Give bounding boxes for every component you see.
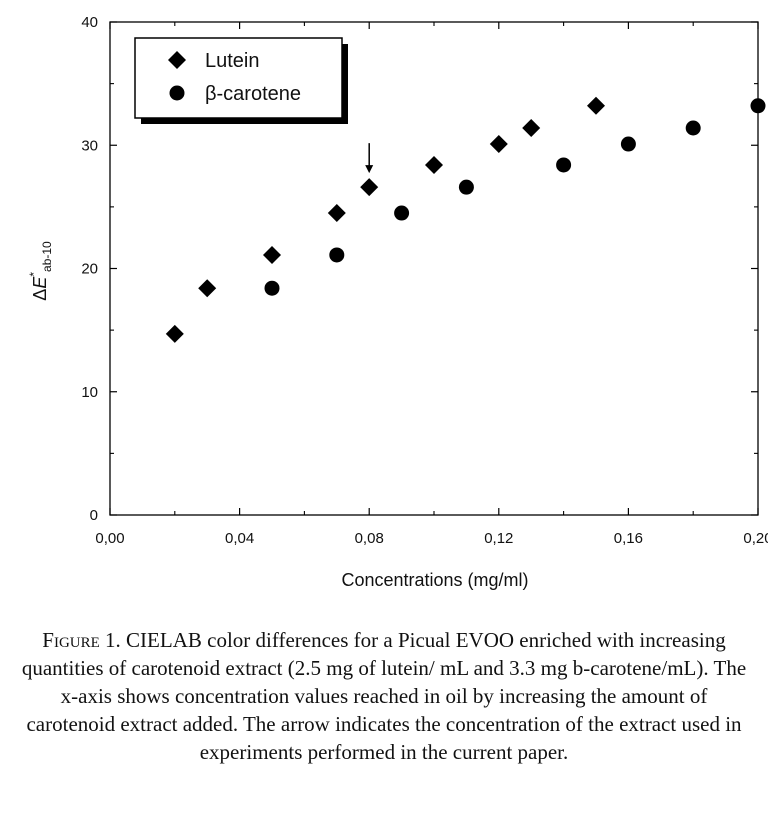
legend: Lutein β-carotene [134,37,348,124]
y-tick-label: 40 [81,14,98,31]
lutein-point [360,178,379,197]
x-tick-label: 0,08 [355,530,384,547]
data-marks [165,96,766,343]
svg-text:ΔE*ab-10: ΔE*ab-10 [27,241,54,301]
beta-carotene-point [264,280,280,296]
chart: 0,00 0,04 0,08 0,12 0,16 0,20 0 10 20 30 40 Lutein… [27,14,768,590]
y-axis-title-main: E [30,276,50,289]
legend-label: β-carotene [205,83,301,105]
beta-carotene-point [556,157,572,173]
lutein-point [587,96,605,115]
x-tick-label: 0,16 [614,530,643,547]
lutein-point [425,155,443,174]
y-axis-title-star: * [27,272,41,277]
y-tick-label: 0 [90,507,98,524]
lutein-point [165,324,184,343]
lutein-point [198,279,217,298]
beta-carotene-point [685,120,701,136]
axis-ticks: 0,00 0,04 0,08 0,12 0,16 0,20 0 10 20 30 40 [81,14,768,547]
arrow-head [365,165,374,174]
x-axis-title: Concentrations (mg/ml) [341,570,528,590]
legend-marker [169,85,185,101]
beta-carotene-point [620,136,636,152]
lutein-point [327,204,346,223]
lutein-point [263,245,281,264]
beta-carotene-point [750,98,766,114]
y-axis-title-delta: Δ [30,289,50,301]
lutein-point [489,135,508,154]
beta-carotene-point [329,247,345,263]
y-axis-title-sub: ab-10 [40,241,54,272]
x-tick-label: 0,00 [95,530,124,547]
legend-marker [168,51,186,69]
x-tick-label: 0,12 [484,530,513,547]
legend-box [134,37,343,119]
y-tick-label: 30 [81,137,98,154]
legend-label: Lutein [205,50,260,72]
figure-caption: Figure 1. CIELAB color differences for a… [14,626,754,766]
y-tick-label: 20 [81,261,98,278]
x-tick-label: 0,20 [743,530,768,547]
beta-carotene-point [458,179,474,195]
y-axis-title: ΔE*ab-10 [27,241,54,301]
lutein-point [522,118,541,137]
beta-carotene-point [394,205,410,221]
y-tick-label: 10 [81,384,98,401]
caption-label: Figure 1. [42,628,121,652]
x-tick-label: 0,04 [225,530,254,547]
caption-text: CIELAB color differences for a Picual EV… [21,628,747,764]
